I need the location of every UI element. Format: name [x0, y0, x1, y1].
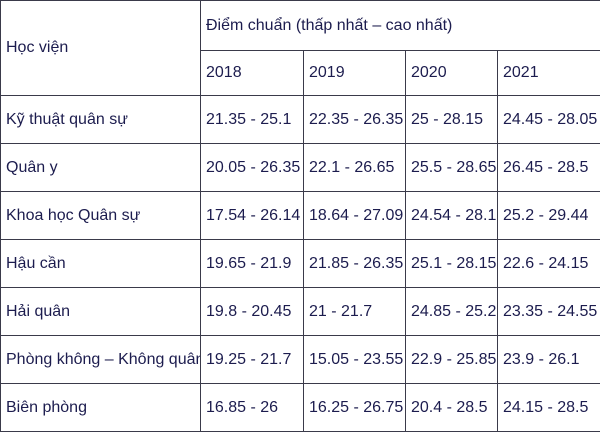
- academy-cell: Hải quân: [1, 288, 201, 336]
- score-cell: 19.8 - 20.45: [201, 288, 304, 336]
- score-cell: 23.9 - 26.1: [498, 336, 600, 384]
- score-cell: 16.25 - 26.75: [304, 384, 406, 432]
- score-cell: 16.85 - 26: [201, 384, 304, 432]
- score-cell: 24.15 - 28.5: [498, 384, 600, 432]
- score-cell: 25.1 - 28.15: [406, 240, 498, 288]
- academy-cell: Khoa học Quân sự: [1, 192, 201, 240]
- year-cell: 2019: [304, 51, 406, 96]
- score-cell: 19.65 - 21.9: [201, 240, 304, 288]
- academy-cell: Biên phòng: [1, 384, 201, 432]
- year-cell: 2018: [201, 51, 304, 96]
- score-cell: 19.25 - 21.7: [201, 336, 304, 384]
- header-cell: Học viện: [1, 1, 201, 96]
- score-cell: 22.1 - 26.65: [304, 144, 406, 192]
- year-cell: 2021: [498, 51, 600, 96]
- score-cell: 24.45 - 28.05: [498, 96, 600, 144]
- academy-cell: Hậu cần: [1, 240, 201, 288]
- score-cell: 20.05 - 26.35: [201, 144, 304, 192]
- score-cell: 22.6 - 24.15: [498, 240, 600, 288]
- academy-cell: Phòng không – Không quân: [1, 336, 201, 384]
- score-cell: 21 - 21.7: [304, 288, 406, 336]
- score-cell: 18.64 - 27.09: [304, 192, 406, 240]
- score-cell: 26.45 - 28.5: [498, 144, 600, 192]
- score-cell: 21.35 - 25.1: [201, 96, 304, 144]
- score-cell: 25 - 28.15: [406, 96, 498, 144]
- score-cell: 24.54 - 28.1: [406, 192, 498, 240]
- score-cell: 24.85 - 25.2: [406, 288, 498, 336]
- academy-cell: Kỹ thuật quân sự: [1, 96, 201, 144]
- score-cell: 20.4 - 28.5: [406, 384, 498, 432]
- score-cell: 25.2 - 29.44: [498, 192, 600, 240]
- score-cell: 15.05 - 23.55: [304, 336, 406, 384]
- score-cell: 23.35 - 24.55: [498, 288, 600, 336]
- score-cell: 22.9 - 25.85: [406, 336, 498, 384]
- year-cell: 2020: [406, 51, 498, 96]
- score-cell: 22.35 - 26.35: [304, 96, 406, 144]
- header-cell: Điểm chuẩn (thấp nhất – cao nhất): [201, 1, 600, 51]
- academy-cell: Quân y: [1, 144, 201, 192]
- score-cell: 17.54 - 26.14: [201, 192, 304, 240]
- header-row: Học viện Điểm chuẩn (thấp nhất – cao nhấ…: [1, 1, 600, 51]
- score-cell: 21.85 - 26.35: [304, 240, 406, 288]
- score-cell: 25.5 - 28.65: [406, 144, 498, 192]
